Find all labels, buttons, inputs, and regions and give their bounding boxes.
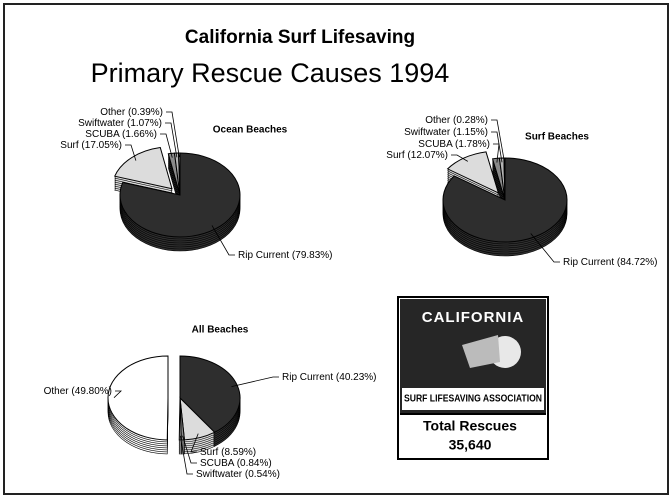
slice-value: (17.05%)	[81, 140, 122, 151]
slice-category: Swiftwater	[78, 118, 125, 129]
leader-line	[451, 154, 468, 162]
slice-value: (79.83%)	[292, 250, 333, 261]
leader-line	[491, 131, 503, 163]
leader-line	[190, 433, 199, 453]
slice-category: Rip Current	[238, 250, 289, 261]
leader-line	[231, 376, 279, 387]
logo-name: CALIFORNIA	[422, 309, 525, 326]
logo-tagline-band	[402, 388, 544, 410]
pie	[442, 151, 568, 257]
leader-line	[211, 225, 235, 256]
slice-category: Swiftwater	[404, 127, 451, 138]
leader-line	[113, 390, 122, 398]
slice-label: Swiftwater (1.15%)	[404, 127, 488, 138]
pie-title: Ocean Beaches	[213, 125, 288, 136]
pie-slice	[446, 151, 500, 194]
slice-value: (12.07%)	[407, 150, 448, 161]
slice-category: Other	[44, 386, 70, 397]
slice-value: (1.78%)	[455, 139, 490, 150]
slice-value: (1.66%)	[122, 129, 157, 140]
leader-line	[165, 122, 178, 158]
slice-label: Swiftwater (0.54%)	[196, 469, 280, 480]
total-value: 35,640	[449, 437, 492, 453]
slice-label: SCUBA (0.84%)	[200, 458, 272, 469]
slice-value: (1.07%)	[127, 118, 162, 129]
slice-label: Other (49.80%)	[44, 386, 112, 397]
slice-label: SCUBA (1.78%)	[418, 139, 490, 150]
slice-category: Rip Current	[563, 257, 614, 268]
leader-line	[160, 133, 173, 158]
slice-label: Surf (8.59%)	[200, 447, 256, 458]
slice-category: Surf	[60, 140, 79, 151]
slice-category: Rip Current	[282, 372, 333, 383]
slice-label: SCUBA (1.66%)	[85, 129, 157, 140]
leader-line	[491, 119, 505, 163]
slice-category: SCUBA	[418, 139, 453, 150]
leader-line	[166, 111, 180, 158]
slice-value: (49.80%)	[71, 386, 112, 397]
slice-value: (8.59%)	[221, 447, 256, 458]
logo-tagline: SURF LIFESAVING ASSOCIATION	[404, 394, 542, 405]
pie-title: All Beaches	[192, 325, 249, 336]
leader-line	[530, 233, 560, 263]
logo-tower	[462, 335, 500, 368]
slice-value: (0.39%)	[128, 107, 163, 118]
slide-title: California Surf Lifesaving	[185, 27, 415, 48]
leader-line	[179, 435, 193, 475]
slice-value: (0.28%)	[453, 115, 488, 126]
slice-label: Surf (12.07%)	[386, 150, 448, 161]
leader-line	[125, 144, 137, 161]
slice-category: Other	[425, 115, 451, 126]
slide-subtitle: Primary Rescue Causes 1994	[91, 58, 450, 88]
total-label: Total Rescues	[423, 418, 517, 434]
slice-label: Rip Current (40.23%)	[282, 372, 377, 383]
slice-label: Other (0.39%)	[100, 107, 163, 118]
slice-label: Surf (17.05%)	[60, 140, 122, 151]
pie	[114, 146, 241, 252]
slice-category: Other	[100, 107, 126, 118]
pie-title: Surf Beaches	[525, 132, 589, 143]
slice-value: (1.15%)	[453, 127, 488, 138]
slice-label: Other (0.28%)	[425, 115, 488, 126]
slice-value: (0.84%)	[237, 458, 272, 469]
slice-label: Rip Current (84.72%)	[563, 257, 658, 268]
slice-category: Swiftwater	[196, 469, 243, 480]
slice-category: SCUBA	[85, 129, 120, 140]
logo-panel: CALIFORNIA SURF LIFESAVING ASSOCIATION T…	[397, 296, 549, 460]
slice-label: Swiftwater (1.07%)	[78, 118, 162, 129]
slice-value: (40.23%)	[336, 372, 377, 383]
pie-slice	[119, 152, 241, 238]
slice-value: (84.72%)	[617, 257, 658, 268]
slice-value: (0.54%)	[245, 469, 280, 480]
slice-category: SCUBA	[200, 458, 235, 469]
leader-line	[182, 435, 197, 464]
slice-label: Rip Current (79.83%)	[238, 250, 333, 261]
slice-category: Surf	[200, 447, 219, 458]
pie-slice	[114, 146, 173, 190]
pie	[107, 355, 241, 455]
pie-slice	[107, 355, 169, 441]
slice-category: Surf	[386, 150, 405, 161]
